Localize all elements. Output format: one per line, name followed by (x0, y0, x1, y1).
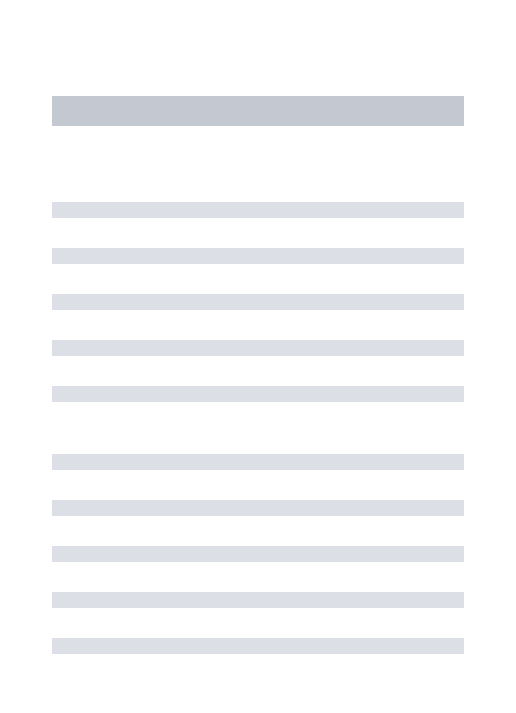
skeleton-line (52, 638, 464, 654)
skeleton-group-1 (52, 202, 464, 402)
skeleton-line (52, 248, 464, 264)
skeleton-line (52, 294, 464, 310)
skeleton-line (52, 546, 464, 562)
skeleton-line (52, 202, 464, 218)
skeleton-gap (52, 402, 464, 454)
skeleton-line (52, 500, 464, 516)
skeleton-group-2 (52, 454, 464, 654)
skeleton-line (52, 592, 464, 608)
skeleton-line (52, 340, 464, 356)
skeleton-header (52, 96, 464, 126)
skeleton-container (0, 0, 516, 654)
skeleton-line (52, 454, 464, 470)
skeleton-line (52, 386, 464, 402)
skeleton-gap (52, 126, 464, 202)
